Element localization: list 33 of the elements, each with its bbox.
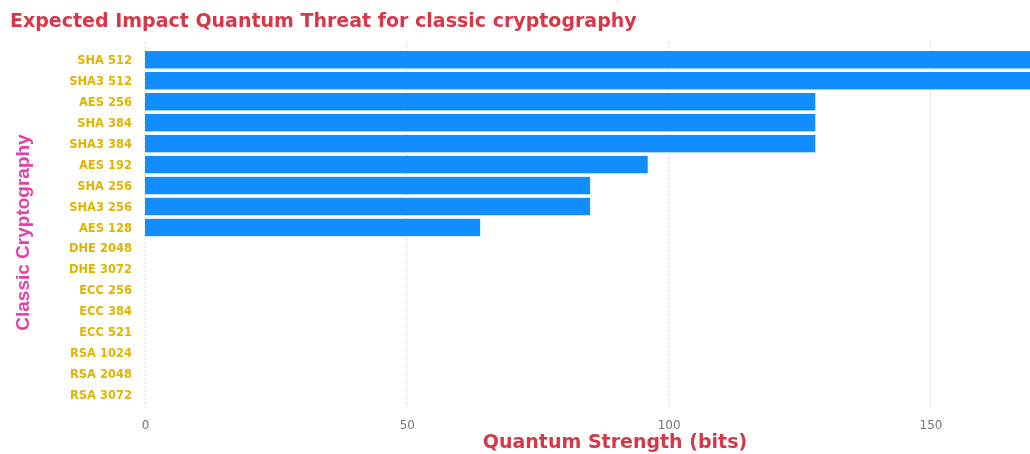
bar (145, 92, 816, 111)
chart-title: Expected Impact Quantum Threat for classic cryptography (10, 9, 638, 31)
y-tick-label: SHA3 512 (69, 73, 132, 88)
bar (145, 155, 648, 174)
y-tick-label: ECC 521 (79, 325, 132, 340)
bar (145, 72, 1030, 90)
y-tick-label: SHA3 384 (69, 136, 132, 151)
y-tick-label: DHE 3072 (68, 262, 132, 277)
y-tick-label: RSA 2048 (69, 367, 132, 382)
x-tick-label: 0 (141, 417, 150, 432)
y-tick-label: DHE 2048 (68, 241, 132, 256)
y-tick-label: SHA 384 (77, 115, 132, 130)
y-tick-label: AES 192 (78, 157, 132, 172)
bar (145, 176, 591, 195)
x-axis-title: Quantum Strength (bits) (482, 430, 748, 452)
y-axis-title: Classic Cryptography (12, 133, 33, 331)
y-tick-label: AES 128 (78, 220, 132, 235)
x-tick-label: 150 (919, 417, 943, 432)
bar (145, 218, 481, 237)
y-tick-label: SHA 512 (77, 52, 132, 67)
y-tick-label: SHA3 256 (69, 199, 132, 214)
bar (145, 51, 1030, 69)
bar (145, 134, 816, 153)
y-tick-label: RSA 1024 (69, 346, 132, 361)
x-tick-label: 50 (399, 417, 415, 432)
y-tick-label: RSA 3072 (69, 388, 132, 403)
y-tick-label: ECC 384 (79, 304, 132, 319)
bar (145, 197, 591, 216)
bar (145, 113, 816, 132)
x-tick-label: 100 (657, 417, 681, 432)
y-tick-label: AES 256 (78, 94, 132, 109)
y-tick-label: SHA 256 (77, 178, 132, 193)
y-tick-label: ECC 256 (79, 283, 132, 298)
